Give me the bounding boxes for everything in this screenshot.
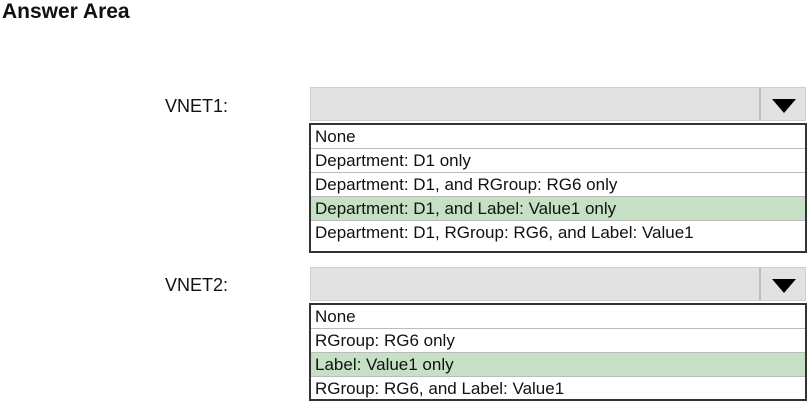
vnet1-option[interactable]: Department: D1, and RGroup: RG6 only xyxy=(311,173,805,197)
vnet2-option-selected[interactable]: Label: Value1 only xyxy=(311,353,805,377)
chevron-down-icon[interactable] xyxy=(759,88,805,120)
chevron-down-icon[interactable] xyxy=(759,268,805,300)
vnet1-option[interactable]: Department: D1 only xyxy=(311,149,805,173)
vnet1-label: VNET1: xyxy=(165,96,229,116)
vnet1-option-selected[interactable]: Department: D1, and Label: Value1 only xyxy=(311,197,805,221)
vnet2-dropdown[interactable] xyxy=(310,267,806,301)
answer-area-title: Answer Area xyxy=(2,0,130,23)
vnet2-option[interactable]: RGroup: RG6, and Label: Value1 xyxy=(315,379,565,398)
vnet1-options: None Department: D1 only Department: D1,… xyxy=(309,123,807,253)
vnet2-label: VNET2: xyxy=(165,275,229,295)
vnet1-option[interactable]: None xyxy=(311,125,805,149)
vnet2-options: None RGroup: RG6 only Label: Value1 only… xyxy=(309,303,807,401)
vnet2-option[interactable]: None xyxy=(311,305,805,329)
vnet1-dropdown[interactable] xyxy=(310,87,806,121)
vnet2-option[interactable]: RGroup: RG6 only xyxy=(311,329,805,353)
vnet1-option[interactable]: Department: D1, RGroup: RG6, and Label: … xyxy=(315,223,694,242)
